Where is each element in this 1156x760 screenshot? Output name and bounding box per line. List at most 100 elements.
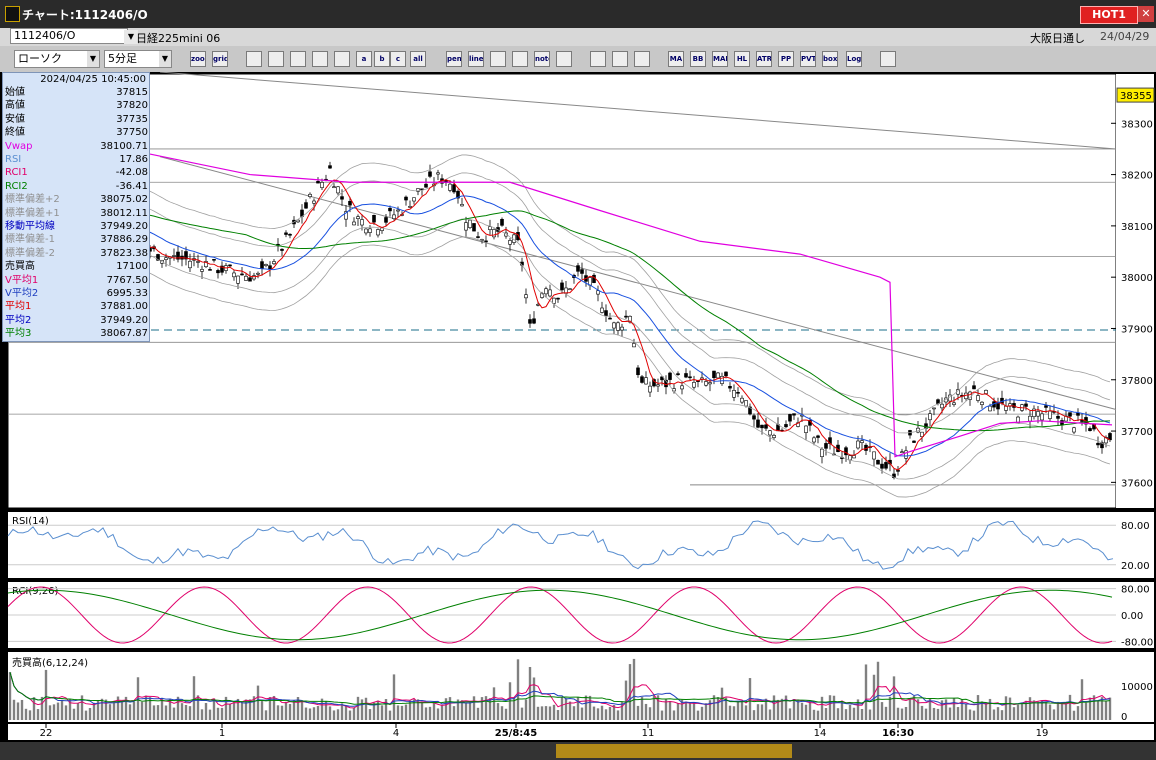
- volume-bar: [60, 699, 64, 720]
- volume-bar: [436, 708, 440, 720]
- candle-body: [548, 289, 552, 297]
- candle-body: [208, 269, 212, 271]
- volume-bar: [376, 700, 380, 720]
- chart-type-select[interactable]: ローソク ▼: [14, 50, 100, 68]
- toolbar-settings-button[interactable]: [590, 51, 606, 67]
- toolbar-all-button[interactable]: all: [410, 51, 426, 67]
- chart-area[interactable]: 38300 38200 38100 38000 37900 37800 37700 37600…: [0, 72, 1156, 760]
- volume-bar: [516, 659, 520, 720]
- volume-bar: [356, 696, 360, 720]
- volume-bar: [816, 710, 820, 720]
- hot-button[interactable]: HOT1: [1080, 6, 1138, 24]
- toolbar-chart3-button[interactable]: [312, 51, 328, 67]
- candle-body: [188, 260, 192, 269]
- toolbar-bb-button[interactable]: BB: [690, 51, 706, 67]
- volume-bar: [180, 703, 184, 720]
- toolbar-line-button[interactable]: line: [468, 51, 484, 67]
- toolbar-atr-button[interactable]: ATR: [756, 51, 772, 67]
- toolbar-pen-button[interactable]: pen: [446, 51, 462, 67]
- volume-bar: [1064, 702, 1068, 720]
- volume-bar: [224, 696, 228, 720]
- candle-body: [612, 322, 616, 329]
- candle-body: [860, 440, 864, 443]
- toolbar-chart4-button[interactable]: [334, 51, 350, 67]
- toolbar-cursor-button[interactable]: [490, 51, 506, 67]
- volume-bar: [644, 703, 648, 720]
- toolbar-note-button[interactable]: note: [534, 51, 550, 67]
- volume-bar: [200, 709, 204, 720]
- toolbar-chart2-button[interactable]: [290, 51, 306, 67]
- toolbar-export-button[interactable]: [880, 51, 896, 67]
- volume-bar: [600, 705, 604, 720]
- toolbar-arrow-button[interactable]: [512, 51, 528, 67]
- time-axis: [8, 724, 1154, 740]
- volume-bar: [752, 710, 756, 720]
- volume-bar: [420, 701, 424, 720]
- toolbar-box-button[interactable]: box: [822, 51, 838, 67]
- toolbar-chart1-button[interactable]: [268, 51, 284, 67]
- toolbar-palette-button[interactable]: [634, 51, 650, 67]
- candle-body: [196, 261, 200, 263]
- info-value: 17100: [116, 261, 148, 273]
- toolbar-trash-button[interactable]: [556, 51, 572, 67]
- candle-body: [1076, 412, 1080, 416]
- candle-body: [804, 425, 808, 433]
- candle-body: [720, 376, 724, 384]
- volume-bar: [996, 707, 1000, 720]
- volume-bar: [908, 698, 912, 720]
- close-icon[interactable]: ✕: [1138, 6, 1154, 22]
- market-name: 大阪日通し: [1030, 32, 1085, 45]
- toolbar-b-button[interactable]: b: [374, 51, 390, 67]
- candle-body: [372, 214, 376, 223]
- candle-body: [816, 435, 820, 438]
- info-row: 始値 37815: [5, 86, 148, 99]
- toolbar-indicator-button[interactable]: [246, 51, 262, 67]
- toolbar-wrench-button[interactable]: [612, 51, 628, 67]
- volume-bar: [660, 710, 664, 720]
- volume-bar: [904, 706, 908, 720]
- symbol-select[interactable]: 1112406/O ▼: [10, 28, 138, 44]
- toolbar-zoom-button[interactable]: zoom: [190, 51, 206, 67]
- candle-body: [1048, 410, 1052, 419]
- volume-bar: [88, 707, 92, 720]
- volume-bar: [1012, 707, 1016, 720]
- candle-body: [812, 437, 816, 443]
- toolbar-log-button[interactable]: Log: [846, 51, 862, 67]
- toolbar-hl-button[interactable]: HL: [734, 51, 750, 67]
- volume-bar: [532, 677, 536, 720]
- interval-value: 5分足: [108, 52, 137, 65]
- toolbar-pvt-button[interactable]: PVT: [800, 51, 816, 67]
- volume-bar: [476, 707, 480, 720]
- toolbar-a-button[interactable]: a: [356, 51, 372, 67]
- interval-select[interactable]: 5分足 ▼: [104, 50, 172, 68]
- candle-body: [248, 277, 252, 282]
- candle-body: [580, 269, 584, 274]
- volume-bar: [504, 708, 508, 720]
- volume-bar: [1100, 697, 1104, 720]
- volume-bar: [652, 695, 656, 720]
- volume-bar: [308, 708, 312, 720]
- chevron-down-icon[interactable]: ▼: [124, 30, 138, 44]
- toolbar-ma-button[interactable]: MA: [668, 51, 684, 67]
- candle-body: [876, 459, 880, 465]
- volume-bar: [120, 701, 124, 720]
- volume-bar: [552, 704, 556, 720]
- candle-body: [596, 290, 600, 295]
- candle-body: [404, 196, 408, 201]
- candle-body: [412, 197, 416, 202]
- candle-body: [240, 273, 244, 276]
- volume-bar: [988, 698, 992, 720]
- toolbar-c-button[interactable]: c: [390, 51, 406, 67]
- volume-bar: [672, 710, 676, 720]
- candle-body: [740, 397, 744, 403]
- info-value: -42.08: [115, 167, 148, 179]
- volume-bar: [1008, 697, 1012, 720]
- volume-bar: [264, 710, 268, 720]
- chevron-down-icon[interactable]: ▼: [87, 51, 99, 67]
- chevron-down-icon[interactable]: ▼: [159, 51, 171, 67]
- toolbar-pp-button[interactable]: PP: [778, 51, 794, 67]
- toolbar-grid-button[interactable]: grid: [212, 51, 228, 67]
- toolbar-mae-button[interactable]: MAE: [712, 51, 728, 67]
- instrument-name: 日経225mini 06: [136, 32, 221, 45]
- candle-body: [556, 297, 560, 300]
